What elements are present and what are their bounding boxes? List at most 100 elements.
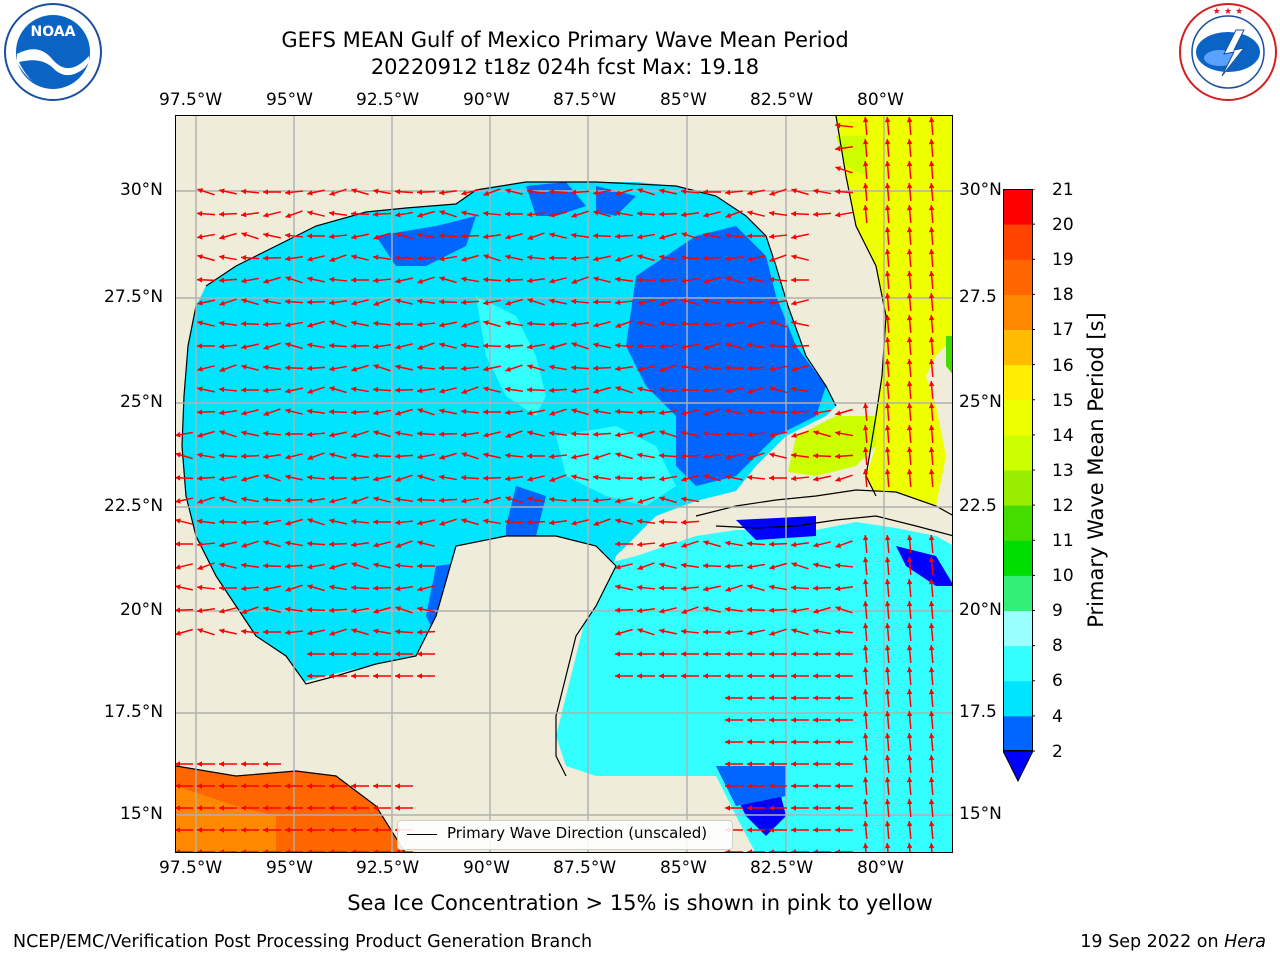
nws-logo: ★ ★ ★ <box>1178 2 1278 102</box>
wave-direction-arrowhead <box>769 190 776 196</box>
wave-direction-arrowhead <box>791 343 797 349</box>
wave-direction-arrowhead <box>791 739 796 745</box>
wave-direction-arrowhead <box>527 387 533 393</box>
wave-direction-arrowhead <box>813 673 818 679</box>
wave-direction-arrowhead <box>351 320 357 326</box>
wave-direction-arrowhead <box>769 386 775 392</box>
wave-direction-arrowhead <box>862 645 869 651</box>
wave-direction-arrowhead <box>527 343 533 350</box>
wave-direction-arrowhead <box>417 298 423 305</box>
wave-direction-arrowhead <box>571 474 577 480</box>
wave-direction-arrowhead <box>219 608 225 614</box>
wave-direction-arrowhead <box>884 843 891 849</box>
wave-direction-arrowhead <box>791 673 796 679</box>
wave-direction-arrowhead <box>417 651 422 657</box>
colorbar-tick: 20 <box>1052 215 1074 235</box>
wave-direction-arrowhead <box>659 585 664 591</box>
wave-direction-arrowhead <box>263 453 269 460</box>
wave-direction-arrowhead <box>681 476 687 482</box>
wave-direction-arrowhead <box>862 161 869 167</box>
wave-direction-arrowhead <box>747 388 754 394</box>
wave-direction-arrowhead <box>884 381 891 387</box>
wave-direction-arrowhead <box>571 497 576 503</box>
wave-direction-arrowhead <box>527 211 533 218</box>
wave-direction-arrowhead <box>659 300 666 306</box>
wave-direction-arrowhead <box>725 342 731 348</box>
wave-direction-arrowhead <box>527 298 534 304</box>
wave-direction-arrowhead <box>928 315 935 321</box>
wave-direction-arrowhead <box>703 629 708 635</box>
wave-direction-arrowhead <box>884 623 891 629</box>
wave-direction-arrowhead <box>884 293 891 299</box>
wave-direction-arrowhead <box>395 496 401 503</box>
wave-direction-arrowhead <box>884 579 891 585</box>
wave-direction-arrowhead <box>906 139 913 145</box>
wave-direction-arrowhead <box>703 540 709 546</box>
wave-direction-arrowhead <box>461 190 467 196</box>
wave-direction-arrowhead <box>703 453 709 460</box>
wave-direction-arrowhead <box>906 667 913 673</box>
wave-direction-arrowhead <box>263 344 270 350</box>
wave-direction-arrowhead <box>241 585 247 592</box>
wave-direction-arrowhead <box>483 343 489 349</box>
wave-direction-arrowhead <box>219 761 224 767</box>
wave-direction-arrowhead <box>637 432 643 438</box>
wave-direction-arrowhead <box>747 256 753 262</box>
wave-direction-arrowhead <box>505 386 511 393</box>
wave-direction-arrowhead <box>928 183 935 189</box>
wave-direction-arrowhead <box>395 211 401 218</box>
footer-date: 19 Sep 2022 on Hera <box>1080 932 1266 952</box>
map-subtitle: 20220912 t18z 024h fcst Max: 19.18 <box>370 55 760 79</box>
wave-direction-arrowhead <box>769 717 774 723</box>
wave-direction-arrowhead <box>219 277 225 284</box>
wave-direction-arrowhead <box>373 430 379 436</box>
lon-label-top: 90°W <box>463 90 510 110</box>
wave-direction-arrowhead <box>197 849 202 852</box>
wave-direction-arrowhead <box>906 733 913 739</box>
wave-direction-arrowhead <box>813 188 819 195</box>
wave-direction-arrowhead <box>263 474 270 480</box>
lat-label-right: 27.5 <box>959 287 997 307</box>
wave-direction-arrowhead <box>219 300 226 306</box>
wave-direction-arrowhead <box>884 711 891 717</box>
wave-direction-arrowhead <box>835 761 840 767</box>
wave-direction-arrowhead <box>417 520 423 526</box>
wave-direction-arrowhead <box>884 359 891 365</box>
wave-direction-arrowhead <box>285 629 291 636</box>
wave-direction-arrowhead <box>725 365 731 371</box>
wave-direction-arrowhead <box>747 540 753 547</box>
colorbar-tick: 15 <box>1052 391 1074 411</box>
wave-direction-arrowhead <box>219 562 225 568</box>
wave-direction-arrowhead <box>439 276 445 282</box>
wave-direction-arrowhead <box>747 322 753 328</box>
wave-direction-arrowhead <box>659 562 665 568</box>
wave-direction-arrowhead <box>505 343 511 350</box>
wave-direction-arrowhead <box>906 579 913 585</box>
colorbar-segment <box>1003 505 1033 541</box>
wave-direction-arrowhead <box>197 827 202 833</box>
lon-label-top: 80°W <box>857 90 904 110</box>
wave-direction-arrowhead <box>373 827 378 833</box>
wave-direction-arrowhead <box>483 210 489 217</box>
wave-direction-arrowhead <box>659 628 665 634</box>
wave-direction-arrowhead <box>461 388 468 394</box>
wave-direction-arrowhead <box>791 254 797 260</box>
wave-direction-arrowhead <box>505 320 511 327</box>
lat-label-right: 30°N <box>959 180 1002 200</box>
wave-direction-arrowhead <box>549 212 555 218</box>
wave-direction-arrowhead <box>769 210 775 217</box>
colorbar-tick: 19 <box>1052 250 1074 270</box>
wave-direction-arrowhead <box>176 518 181 524</box>
wave-direction-arrowhead <box>593 256 599 262</box>
wave-direction-arrowhead <box>197 432 203 438</box>
wave-direction-arrowhead <box>928 227 935 233</box>
wave-direction-arrowhead <box>769 256 776 262</box>
wave-direction-arrowhead <box>395 562 401 569</box>
wave-direction-arrowhead <box>747 210 753 216</box>
wave-direction-arrowhead <box>351 366 357 372</box>
wave-direction-arrowhead <box>884 161 891 167</box>
wave-direction-arrowhead <box>263 189 268 195</box>
wave-direction-arrowhead <box>263 212 269 218</box>
wave-direction-arrowhead <box>197 452 203 459</box>
wave-direction-arrowhead <box>593 299 598 305</box>
